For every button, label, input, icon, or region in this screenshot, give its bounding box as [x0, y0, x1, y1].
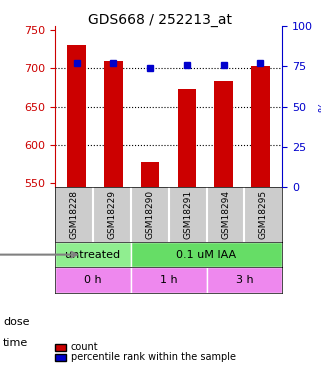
Text: 0.1 uM IAA: 0.1 uM IAA — [177, 250, 237, 259]
Text: GSM18229: GSM18229 — [107, 190, 116, 239]
Bar — [214, 81, 233, 187]
Text: GSM18228: GSM18228 — [69, 190, 78, 239]
Bar — [104, 61, 123, 187]
Bar — [141, 162, 159, 187]
Text: time: time — [3, 338, 29, 348]
Text: untreated: untreated — [65, 250, 120, 259]
Bar — [55, 242, 131, 267]
Text: dose: dose — [3, 317, 30, 327]
Bar — [131, 267, 206, 292]
Text: percentile rank within the sample: percentile rank within the sample — [71, 352, 236, 362]
Text: GDS668 / 252213_at: GDS668 / 252213_at — [89, 13, 232, 27]
Text: 1 h: 1 h — [160, 275, 177, 285]
Text: GSM18291: GSM18291 — [183, 190, 192, 239]
Text: GSM18294: GSM18294 — [221, 190, 230, 239]
Y-axis label: %: % — [319, 101, 321, 112]
Bar — [178, 89, 196, 187]
Text: 0 h: 0 h — [84, 275, 101, 285]
Text: count: count — [71, 342, 98, 352]
Text: GSM18290: GSM18290 — [145, 190, 154, 239]
Bar — [251, 66, 270, 187]
Bar — [55, 267, 131, 292]
Bar — [67, 45, 86, 187]
Bar — [131, 242, 282, 267]
Text: GSM18295: GSM18295 — [259, 190, 268, 239]
Text: 3 h: 3 h — [236, 275, 253, 285]
Bar — [206, 267, 282, 292]
